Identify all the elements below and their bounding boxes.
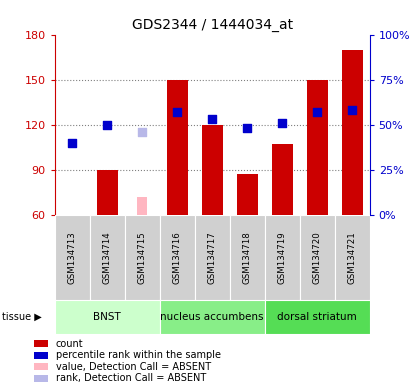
Text: tissue ▶: tissue ▶ <box>2 312 42 322</box>
Text: GSM134714: GSM134714 <box>102 231 112 284</box>
Bar <box>160 300 265 334</box>
Text: GSM134713: GSM134713 <box>68 231 76 284</box>
Bar <box>34 351 47 359</box>
Bar <box>34 374 47 382</box>
Bar <box>55 215 89 300</box>
Bar <box>167 80 188 215</box>
Bar <box>202 125 223 215</box>
Bar <box>55 300 160 334</box>
Bar <box>137 197 147 215</box>
Point <box>69 140 76 146</box>
Text: percentile rank within the sample: percentile rank within the sample <box>55 350 220 360</box>
Bar <box>34 363 47 371</box>
Bar <box>265 215 299 300</box>
Text: GSM134718: GSM134718 <box>243 231 252 284</box>
Bar <box>160 215 194 300</box>
Text: GSM134720: GSM134720 <box>312 231 322 284</box>
Bar <box>299 215 335 300</box>
Text: GSM134716: GSM134716 <box>173 231 181 284</box>
Text: nucleus accumbens: nucleus accumbens <box>160 312 264 322</box>
Text: dorsal striatum: dorsal striatum <box>277 312 357 322</box>
Bar <box>335 215 370 300</box>
Text: count: count <box>55 339 83 349</box>
Text: BNST: BNST <box>93 312 121 322</box>
Text: GSM134715: GSM134715 <box>138 231 147 284</box>
Bar <box>194 215 230 300</box>
Text: GSM134719: GSM134719 <box>278 231 286 284</box>
Bar <box>97 170 118 215</box>
Bar <box>89 215 125 300</box>
Text: GSM134721: GSM134721 <box>348 231 357 284</box>
Text: GSM134717: GSM134717 <box>207 231 217 284</box>
Point <box>174 109 181 115</box>
Point <box>244 125 250 131</box>
Point <box>314 109 320 115</box>
Title: GDS2344 / 1444034_at: GDS2344 / 1444034_at <box>131 18 293 32</box>
Bar <box>230 215 265 300</box>
Point <box>279 120 286 126</box>
Bar <box>125 215 160 300</box>
Point <box>139 129 145 135</box>
Point <box>104 122 110 128</box>
Bar <box>236 174 257 215</box>
Bar <box>265 300 370 334</box>
Point <box>349 107 355 113</box>
Point <box>209 116 215 122</box>
Bar <box>341 50 362 215</box>
Text: value, Detection Call = ABSENT: value, Detection Call = ABSENT <box>55 362 211 372</box>
Bar <box>34 340 47 348</box>
Bar <box>307 80 328 215</box>
Bar <box>272 144 293 215</box>
Text: rank, Detection Call = ABSENT: rank, Detection Call = ABSENT <box>55 373 206 383</box>
